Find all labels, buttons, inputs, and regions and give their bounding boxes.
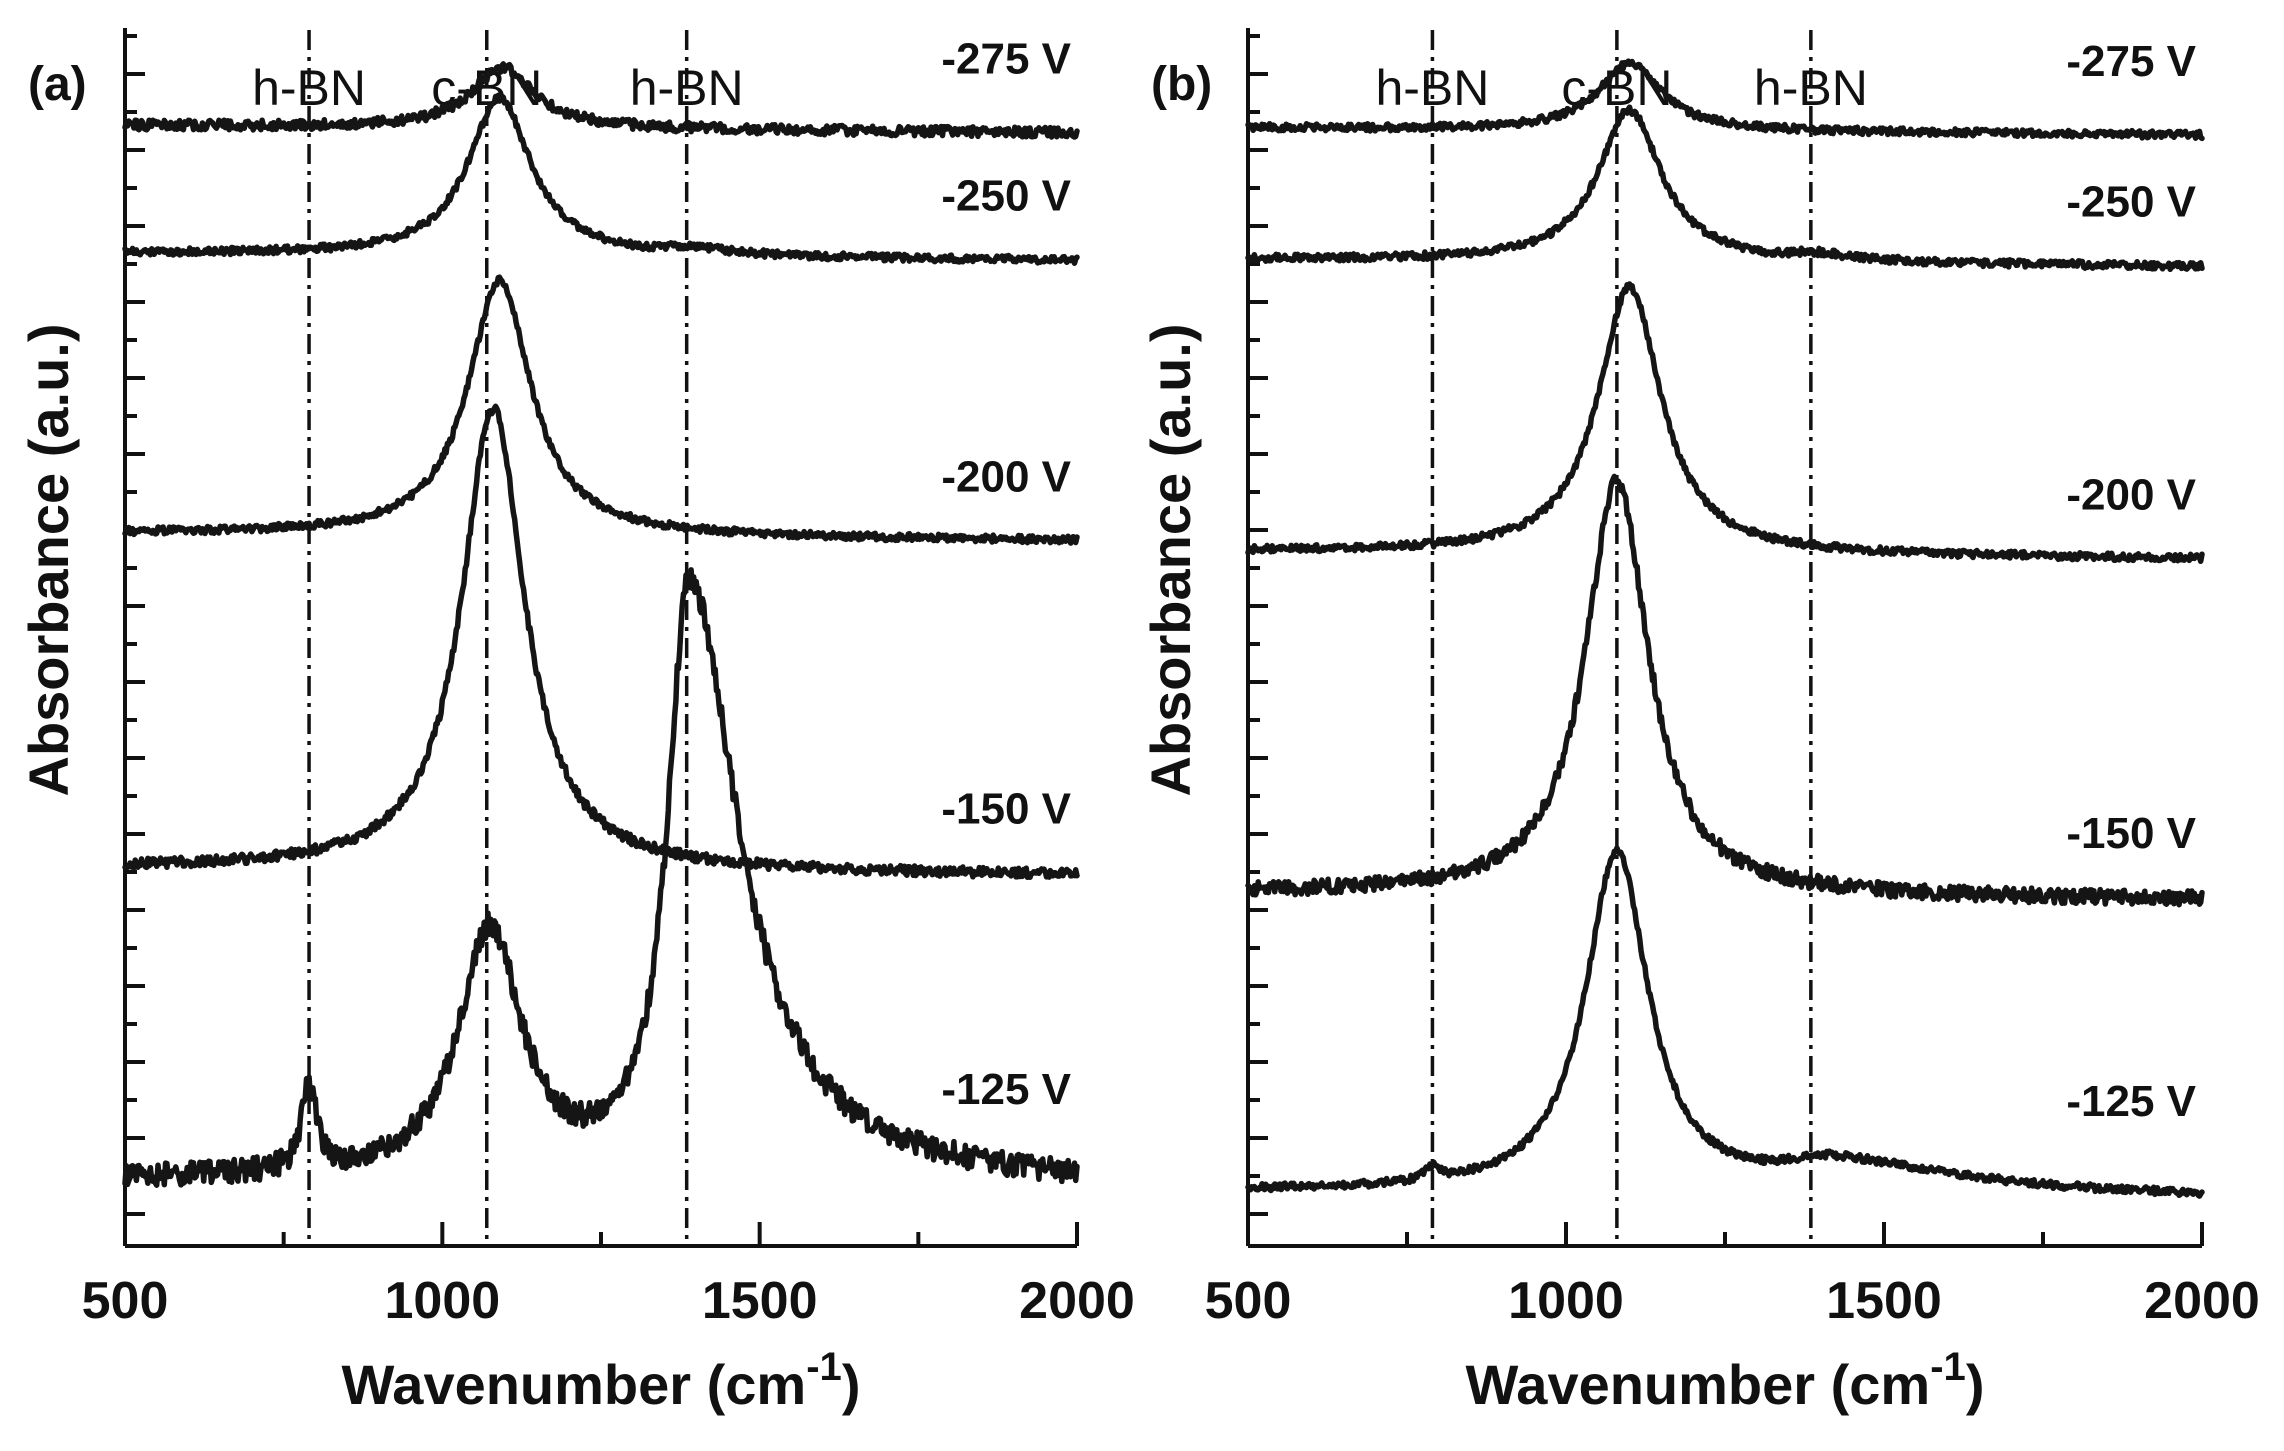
x-axis-title-superscript: -1 [1930, 1345, 1966, 1389]
series-label-150-v: -150 V [941, 784, 1071, 833]
reference-label-h-bn: h-BN [252, 60, 366, 116]
x-tick-label: 1500 [702, 1272, 818, 1330]
spectrum-125-v [1245, 845, 2205, 1199]
series-label-250-v: -250 V [941, 171, 1071, 220]
spectrum-200-v [1245, 281, 2205, 565]
spectrum-250-v [1245, 104, 2205, 273]
x-tick-label: 2000 [1019, 1272, 1135, 1330]
y-axis-title: Absorbance (a.u.) [17, 324, 80, 797]
x-axis-title-suffix: ) [1966, 1353, 1985, 1416]
spectrum-125-v [122, 567, 1080, 1188]
x-axis-title-suffix: ) [842, 1353, 861, 1416]
panel-a: 500 1000 1500 2000 Wavenumber (cm-1) Absorban… [17, 28, 1135, 1416]
spectrum-150-v [1245, 473, 2205, 908]
panel-label: (b) [1151, 58, 1212, 111]
spectrum-275-v [1245, 58, 2205, 142]
x-tick-label: 1500 [1826, 1272, 1942, 1330]
spectrum-200-v [122, 274, 1080, 546]
y-axis-title: Absorbance (a.u.) [1139, 324, 1202, 797]
x-axis-title: Wavenumber (cm-1) [342, 1345, 861, 1416]
spectrum-150-v [122, 403, 1080, 881]
series-label-200-v: -200 V [2066, 471, 2196, 520]
spectrum-275-v [122, 61, 1080, 140]
series-label-150-v: -150 V [2066, 809, 2196, 858]
reference-label-h-bn: h-BN [1754, 60, 1868, 116]
x-tick-label: 1000 [1508, 1272, 1624, 1330]
spectrum-250-v [122, 92, 1080, 266]
x-axis-title-text: Wavenumber (cm [1466, 1353, 1931, 1416]
series-label-125-v: -125 V [941, 1065, 1071, 1114]
x-axis-title-superscript: -1 [806, 1345, 842, 1389]
x-axis-title-text: Wavenumber (cm [342, 1353, 807, 1416]
x-tick-label: 500 [1205, 1272, 1292, 1330]
reference-label-h-bn: h-BN [630, 60, 744, 116]
x-tick-label: 1000 [384, 1272, 500, 1330]
series-label-250-v: -250 V [2066, 177, 2196, 226]
series-label-275-v: -275 V [941, 34, 1071, 83]
series-label-125-v: -125 V [2066, 1077, 2196, 1126]
x-axis-title: Wavenumber (cm-1) [1466, 1345, 1985, 1416]
x-tick-label: 500 [82, 1272, 169, 1330]
reference-label-h-bn: h-BN [1375, 60, 1489, 116]
panel-label: (a) [28, 58, 87, 111]
series-label-200-v: -200 V [941, 452, 1071, 501]
panel-b: 500 1000 1500 2000 Wavenumber (cm-1) Absorban… [1139, 28, 2260, 1416]
series-label-275-v: -275 V [2066, 37, 2196, 86]
x-tick-label: 2000 [2144, 1272, 2260, 1330]
